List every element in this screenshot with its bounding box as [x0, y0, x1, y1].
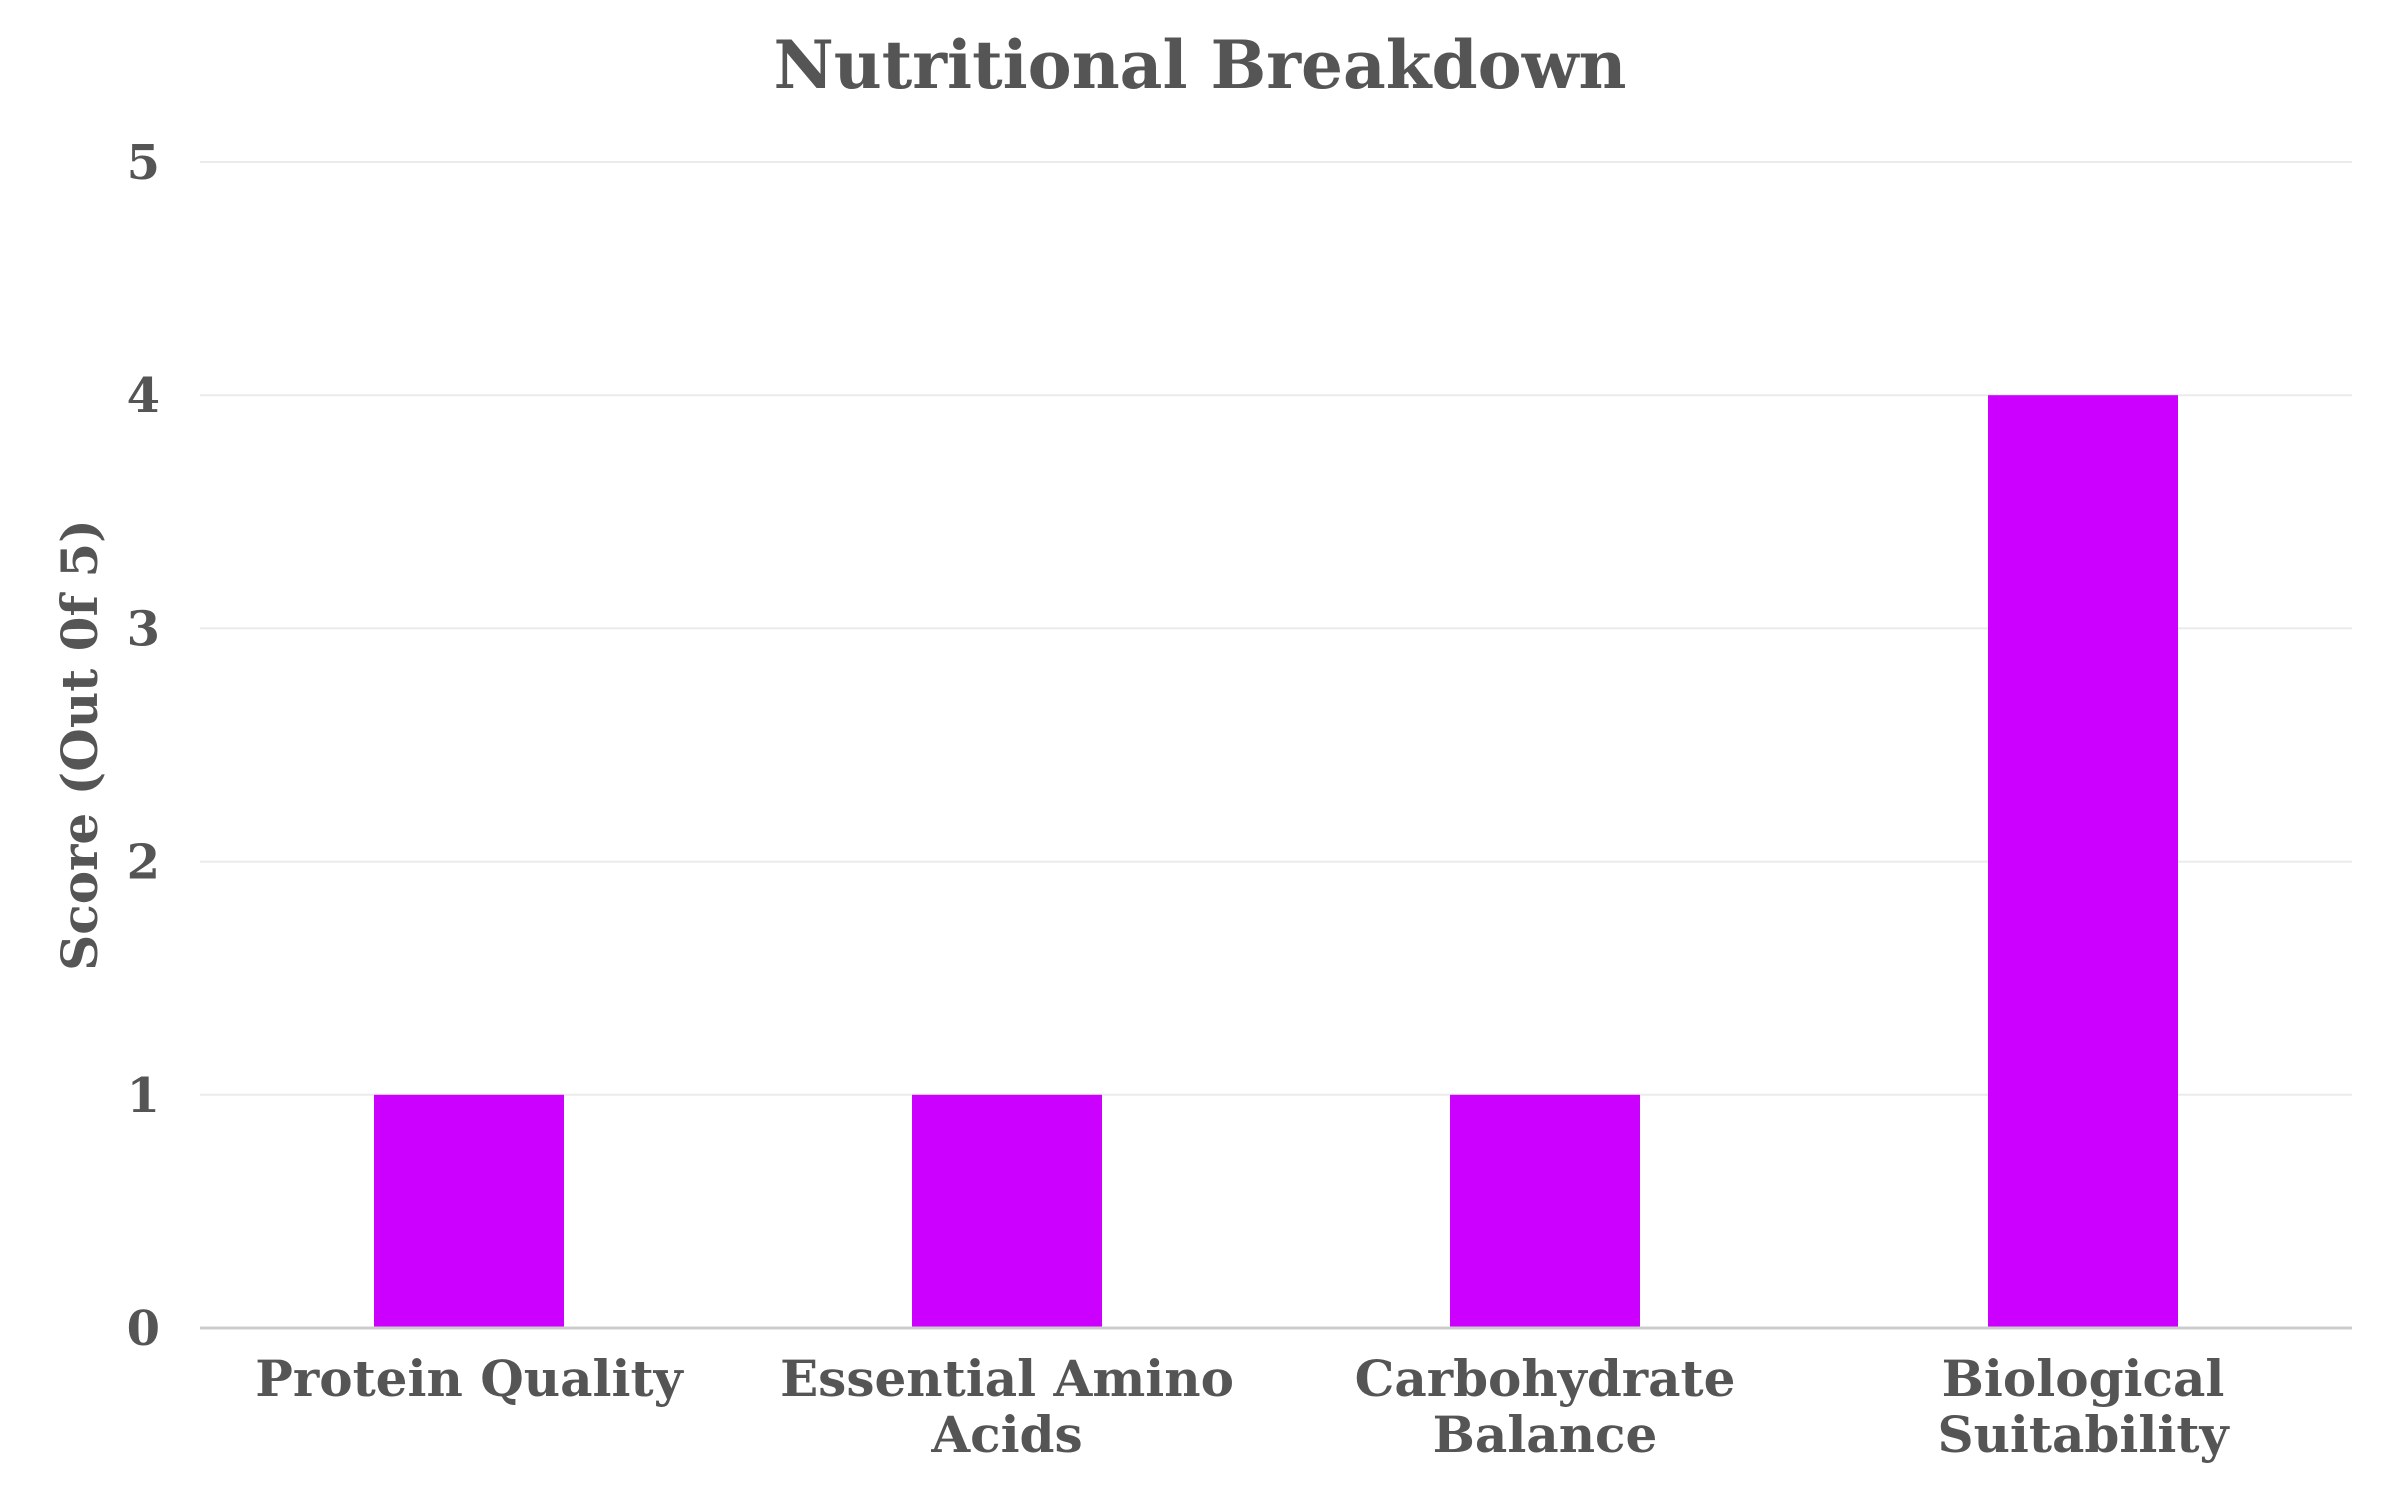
y-tick-label: 5 [127, 135, 160, 191]
x-tick-label: Biological Suitability [1937, 1349, 2230, 1464]
bar [912, 1094, 1102, 1328]
x-tick-label: Carbohydrate Balance [1355, 1349, 1736, 1464]
bar [1450, 1094, 1640, 1328]
y-tick-label: 3 [127, 601, 160, 657]
bars [374, 395, 2178, 1328]
bar [374, 1094, 564, 1328]
x-tick-label: Essential Amino Acids [780, 1349, 1234, 1464]
y-axis-label: Score (Out 0f 5) [50, 519, 109, 971]
y-tick-label: 1 [127, 1068, 160, 1124]
y-tick-label: 4 [127, 368, 160, 424]
chart-title: Nutritional Breakdown [773, 26, 1626, 104]
x-axis-ticks: Protein Quality Essential Amino Acids Carbo… [255, 1349, 2230, 1464]
x-tick-label: Protein Quality [255, 1349, 684, 1408]
y-tick-label: 2 [127, 835, 160, 891]
y-axis-ticks: 0 1 2 3 4 5 [127, 135, 160, 1357]
y-tick-label: 0 [127, 1301, 160, 1357]
bar [1988, 395, 2178, 1328]
